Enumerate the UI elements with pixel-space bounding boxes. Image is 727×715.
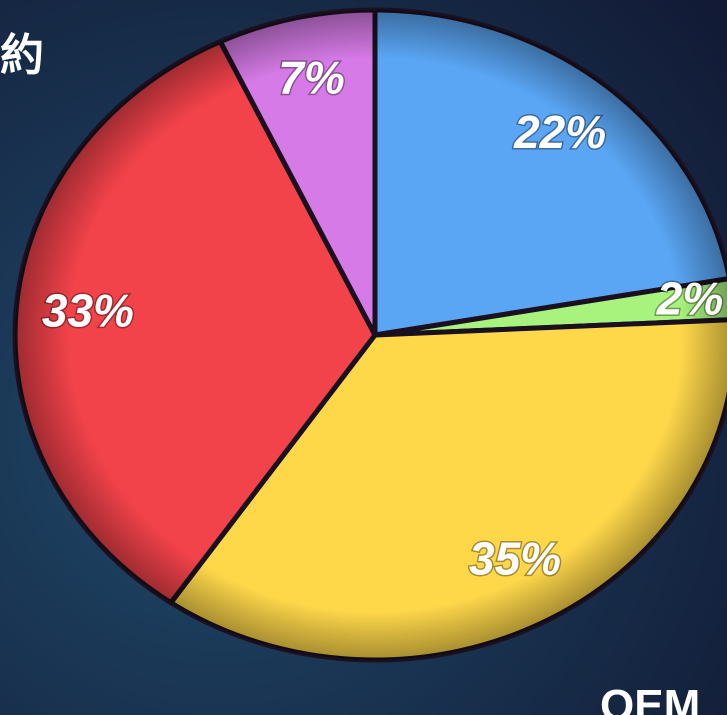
data-label: 22% [513,106,606,158]
data-label: 33% [42,285,134,337]
data-label: 7% [278,52,344,104]
data-label: 2% [656,273,723,325]
data-label: 35% [469,532,561,584]
annotation: 約 [0,31,44,80]
annotation: OEM [600,681,700,715]
